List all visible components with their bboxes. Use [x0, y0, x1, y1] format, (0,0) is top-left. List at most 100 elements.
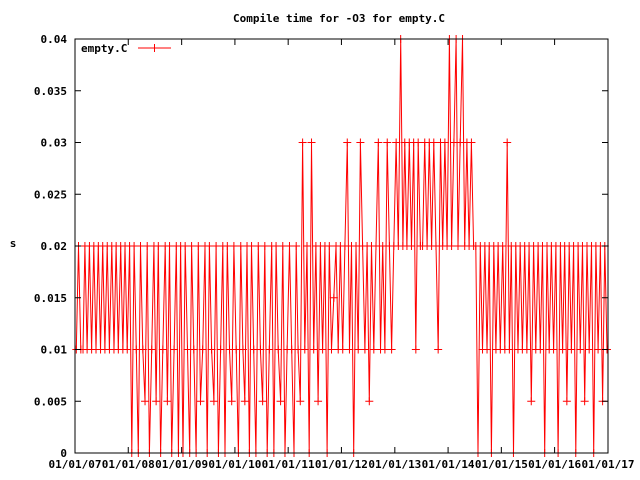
data-point — [580, 397, 589, 406]
data-point — [205, 242, 214, 250]
data-point — [158, 345, 167, 354]
y-tick-label: 0.015 — [34, 292, 67, 305]
data-point — [527, 397, 536, 406]
data-point — [314, 397, 323, 406]
data-point — [345, 345, 354, 354]
ticks-layer: 0 0.005 0.01 0.015 0.02 0.025 0.03 0.035 0.04 01/… — [34, 33, 635, 471]
data-point — [143, 242, 152, 250]
data-point — [285, 242, 294, 250]
data-point — [378, 242, 387, 250]
data-point — [212, 242, 221, 250]
x-tick-label: 01/01/12 — [315, 458, 368, 471]
data-point — [276, 397, 285, 406]
data-point — [170, 345, 179, 354]
series-line-0 — [75, 38, 608, 454]
y-tick-label: 0.04 — [41, 33, 68, 46]
data-point — [238, 345, 247, 354]
data-point — [392, 138, 401, 147]
data-point — [232, 345, 241, 354]
data-point — [152, 397, 161, 406]
series-layer — [72, 35, 611, 457]
data-point — [247, 242, 256, 250]
data-point — [258, 397, 267, 406]
data-point — [498, 242, 507, 250]
data-point — [229, 242, 238, 250]
data-point — [585, 345, 594, 354]
data-point — [407, 242, 416, 250]
data-point — [387, 345, 396, 354]
data-point — [194, 242, 203, 250]
data-point — [369, 345, 378, 354]
data-point — [278, 242, 287, 250]
plot-frame — [74, 38, 609, 454]
data-point — [522, 345, 531, 354]
data-point — [562, 397, 571, 406]
data-point — [227, 397, 236, 406]
data-point — [434, 345, 443, 354]
data-point — [576, 345, 585, 354]
data-point — [429, 138, 438, 147]
x-tick-label: 01/01/13 — [368, 458, 421, 471]
data-point — [343, 138, 352, 147]
data-point — [365, 397, 374, 406]
data-point — [318, 345, 327, 354]
y-axis-label: s — [10, 237, 17, 250]
legend-label-empty-c: empty.C — [81, 42, 127, 55]
data-point — [558, 345, 567, 354]
data-point — [249, 345, 258, 354]
data-point — [594, 345, 603, 354]
y-tick-label: 0.01 — [41, 344, 68, 357]
data-point — [374, 138, 383, 147]
data-point — [380, 345, 389, 354]
y-tick-label: 0.025 — [34, 188, 67, 201]
data-point — [294, 345, 303, 354]
data-point — [440, 138, 449, 147]
data-point — [292, 242, 301, 250]
data-point — [307, 138, 316, 147]
data-point — [309, 345, 318, 354]
data-point — [240, 397, 249, 406]
data-point — [454, 242, 463, 250]
legend-marker-empty-c — [150, 44, 159, 52]
data-point — [225, 345, 234, 354]
data-point — [411, 345, 420, 354]
data-point — [138, 345, 147, 354]
y-tick-label: 0.035 — [34, 85, 67, 98]
data-point — [483, 345, 492, 354]
x-tick-label: 01/01/14 — [422, 458, 475, 471]
x-tick-label: 01/01/10 — [208, 458, 261, 471]
data-point — [163, 397, 172, 406]
data-point — [360, 345, 369, 354]
data-point — [467, 138, 476, 147]
x-tick-label: 01/01/16 — [528, 458, 581, 471]
x-tick-label: 01/01/07 — [49, 458, 102, 471]
data-point — [196, 397, 205, 406]
data-point — [274, 345, 283, 354]
y-tick-label: 0.02 — [41, 240, 68, 253]
x-tick-label: 01/01/08 — [102, 458, 155, 471]
data-point — [431, 242, 440, 250]
chart-title: Compile time for -O3 for empty.C — [233, 12, 445, 25]
x-tick-label: 01/01/11 — [262, 458, 315, 471]
x-tick-label: 01/01/17 — [582, 458, 635, 471]
data-point — [383, 138, 392, 147]
x-tick-label: 01/01/15 — [475, 458, 528, 471]
data-point — [216, 345, 225, 354]
data-point — [327, 345, 336, 354]
data-point — [272, 242, 281, 250]
data-point — [549, 345, 558, 354]
y-tick-label: 0 — [60, 447, 67, 460]
data-point — [165, 242, 174, 250]
data-point — [338, 345, 347, 354]
data-point — [503, 138, 512, 147]
y-tick-label: 0.005 — [34, 395, 67, 408]
data-point — [136, 242, 145, 250]
data-point — [505, 345, 514, 354]
data-point — [536, 345, 545, 354]
x-tick-label: 01/01/09 — [155, 458, 208, 471]
data-point — [141, 397, 150, 406]
data-point — [325, 242, 334, 250]
y-tick-label: 0.03 — [41, 137, 68, 150]
data-point — [456, 138, 465, 147]
